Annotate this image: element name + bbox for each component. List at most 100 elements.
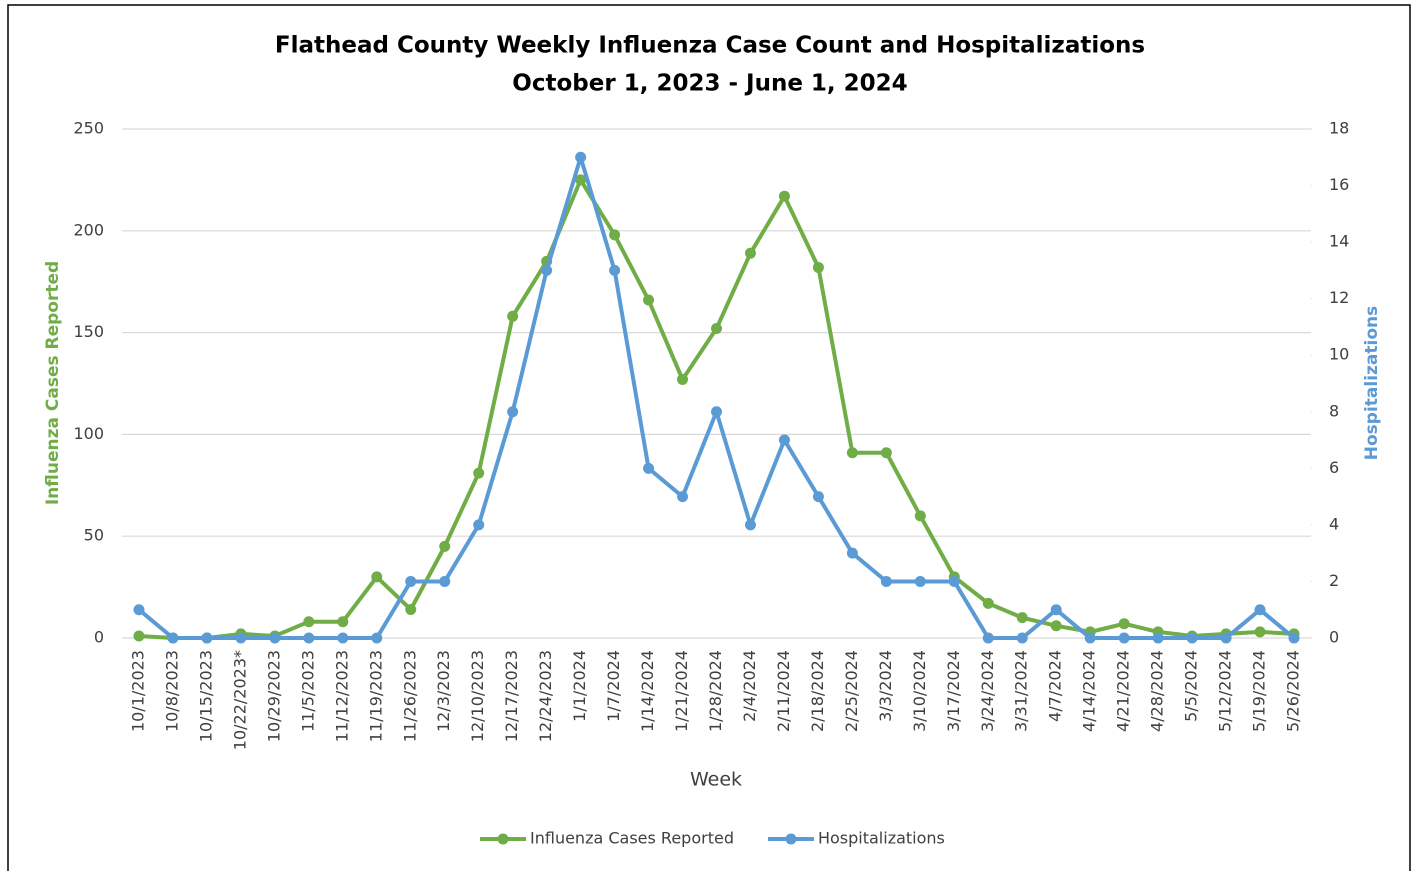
x-tick-label: 2/25/2024	[842, 650, 861, 732]
legend-marker	[497, 833, 509, 845]
x-tick-label: 11/12/2023	[332, 650, 351, 742]
x-tick-label: 11/19/2023	[366, 650, 385, 742]
x-tick-label: 10/1/2023	[128, 650, 147, 732]
legend-label: Hospitalizations	[818, 829, 945, 848]
x-tick-label: 1/7/2024	[604, 650, 623, 722]
y2-axis-title: Hospitalizations	[1362, 306, 1382, 461]
x-tick-label: 2/11/2024	[774, 650, 793, 732]
data-point	[880, 575, 892, 587]
data-point	[778, 434, 790, 446]
x-axis-title: Week	[690, 769, 742, 791]
data-point	[982, 632, 994, 644]
data-point	[1016, 612, 1028, 624]
y-tick-label: 150	[73, 322, 104, 341]
data-point	[1288, 632, 1300, 644]
x-tick-label: 12/24/2023	[536, 650, 555, 742]
data-point	[914, 510, 926, 522]
x-tick-label: 1/1/2024	[570, 650, 589, 722]
x-tick-label: 5/5/2024	[1182, 650, 1201, 722]
x-tick-label: 3/31/2024	[1012, 650, 1031, 732]
legend-marker	[785, 833, 797, 845]
y2-tick-label: 4	[1329, 514, 1339, 533]
data-point	[982, 597, 994, 609]
y2-tick-label: 2	[1329, 571, 1339, 590]
y2-tick-label: 6	[1329, 458, 1339, 477]
data-point	[643, 294, 655, 306]
data-point	[303, 632, 315, 644]
data-point	[1152, 632, 1164, 644]
y2-tick-label: 10	[1329, 345, 1349, 364]
data-point	[846, 547, 858, 559]
data-point	[880, 447, 892, 459]
x-tick-label: 5/26/2024	[1284, 650, 1303, 732]
x-tick-label: 10/8/2023	[162, 650, 181, 732]
data-point	[303, 616, 315, 628]
data-point	[201, 632, 213, 644]
data-point	[609, 229, 621, 241]
x-tick-label: 4/28/2024	[1148, 650, 1167, 732]
data-point	[948, 575, 960, 587]
x-tick-label: 4/7/2024	[1046, 650, 1065, 722]
y-tick-label: 250	[73, 119, 104, 138]
y-axis-title: Influenza Cases Reported	[43, 261, 63, 505]
data-point	[1084, 632, 1096, 644]
data-point	[1118, 632, 1130, 644]
y2-tick-label: 16	[1329, 175, 1349, 194]
data-point	[371, 632, 383, 644]
data-point	[1118, 618, 1130, 630]
x-tick-label: 5/19/2024	[1250, 650, 1269, 732]
x-tick-label: 4/21/2024	[1114, 650, 1133, 732]
x-tick-label: 11/26/2023	[400, 650, 419, 742]
y-tick-label: 200	[73, 220, 104, 239]
data-point	[677, 491, 689, 503]
data-point	[643, 462, 655, 474]
data-point	[711, 406, 722, 418]
legend-label: Influenza Cases Reported	[530, 829, 734, 848]
x-tick-label: 1/28/2024	[706, 650, 725, 732]
data-point	[812, 261, 824, 273]
data-point	[541, 264, 553, 276]
data-point	[1016, 632, 1028, 644]
chart-subtitle: October 1, 2023 - June 1, 2024	[512, 71, 907, 97]
data-point	[1220, 632, 1232, 644]
data-point	[235, 632, 247, 644]
y2-tick-label: 14	[1329, 232, 1349, 251]
data-point	[269, 632, 281, 644]
y2-tick-label: 8	[1329, 401, 1339, 420]
data-point	[1050, 604, 1062, 616]
chart-title: Flathead County Weekly Influenza Case Co…	[275, 33, 1145, 59]
data-point	[133, 630, 145, 642]
data-point	[133, 604, 145, 616]
data-point	[677, 373, 689, 385]
data-point	[371, 571, 383, 583]
data-point	[439, 540, 451, 552]
data-point	[609, 264, 621, 276]
x-tick-label: 10/15/2023	[196, 650, 215, 742]
data-point	[1254, 626, 1266, 638]
data-point	[1050, 620, 1062, 632]
data-point	[473, 467, 485, 479]
data-point	[575, 151, 587, 163]
data-point	[405, 575, 417, 587]
y-tick-label: 100	[73, 424, 104, 443]
data-point	[405, 603, 417, 615]
data-point	[337, 616, 349, 628]
data-point	[575, 174, 587, 186]
data-point	[337, 632, 349, 644]
x-tick-label: 12/10/2023	[468, 650, 487, 742]
data-point	[778, 190, 790, 202]
data-point	[812, 491, 824, 503]
x-tick-label: 3/17/2024	[944, 650, 963, 732]
y-tick-label: 50	[84, 526, 104, 545]
x-tick-label: 11/5/2023	[298, 650, 317, 732]
data-point	[507, 310, 519, 322]
data-point	[1254, 604, 1266, 616]
data-point	[744, 519, 756, 531]
data-point	[1186, 632, 1198, 644]
chart-frame	[7, 4, 1411, 875]
y2-tick-label: 12	[1329, 288, 1349, 307]
data-point	[711, 323, 722, 335]
x-tick-label: 3/24/2024	[978, 650, 997, 732]
x-tick-label: 12/17/2023	[502, 650, 521, 742]
